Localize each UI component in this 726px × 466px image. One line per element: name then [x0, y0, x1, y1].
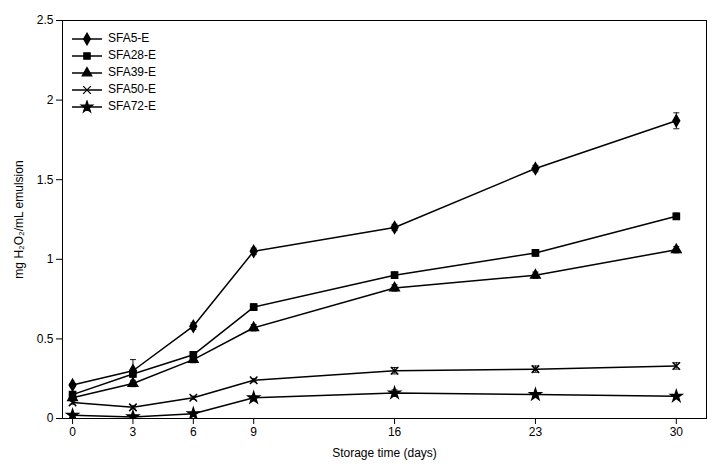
- svg-text:0: 0: [47, 411, 54, 425]
- svg-text:0.5: 0.5: [37, 332, 54, 346]
- svg-text:3: 3: [130, 425, 137, 439]
- svg-text:2: 2: [47, 93, 54, 107]
- html-text:SFA28-E: SFA28-E: [108, 48, 156, 62]
- svg-text:mg H₂O₂/mL emulsion: mg H₂O₂/mL emulsion: [12, 160, 26, 278]
- html-text:SFA50-E: SFA50-E: [108, 82, 156, 96]
- svg-text:1.5: 1.5: [37, 173, 54, 187]
- svg-text:2.5: 2.5: [37, 13, 54, 27]
- html-text:SFA72-E: SFA72-E: [108, 99, 156, 113]
- svg-text:16: 16: [388, 425, 402, 439]
- html-text:SFA39-E: SFA39-E: [108, 65, 156, 79]
- html-text:SFA5-E: SFA5-E: [108, 31, 150, 45]
- svg-text:23: 23: [529, 425, 543, 439]
- svg-text:Storage time (days): Storage time (days): [332, 446, 437, 460]
- svg-text:1: 1: [47, 252, 54, 266]
- svg-text:30: 30: [670, 425, 684, 439]
- svg-text:6: 6: [190, 425, 197, 439]
- svg-text:0: 0: [69, 425, 76, 439]
- svg-text:9: 9: [250, 425, 257, 439]
